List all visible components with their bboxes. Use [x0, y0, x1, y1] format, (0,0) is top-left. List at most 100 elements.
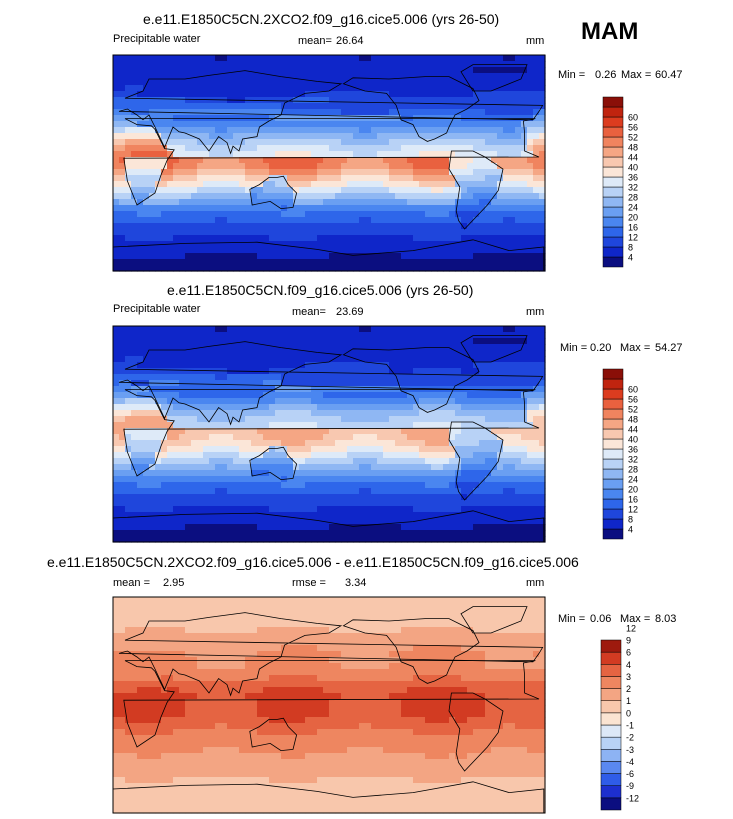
field-cell: [365, 368, 372, 375]
field-cell: [467, 223, 474, 230]
field-cell: [533, 229, 540, 236]
field-cell: [335, 163, 342, 170]
field-cell: [233, 187, 240, 194]
field-cell: [383, 121, 390, 128]
field-cell: [143, 434, 150, 441]
field-cell: [263, 163, 270, 170]
field-cell: [287, 398, 294, 405]
field-cell: [119, 115, 126, 122]
field-cell: [185, 247, 192, 254]
field-cell: [401, 368, 408, 375]
field-cell: [389, 476, 396, 483]
field-cell: [533, 241, 540, 248]
field-cell: [371, 344, 378, 351]
field-cell: [299, 199, 306, 206]
field-cell: [119, 476, 126, 483]
field-cell: [215, 440, 222, 447]
field-cell: [335, 235, 342, 242]
field-cell: [137, 151, 144, 158]
field-cell: [413, 476, 420, 483]
field-cell: [197, 91, 204, 98]
field-cell: [329, 446, 336, 453]
field-cell: [305, 332, 312, 339]
field-cell: [503, 91, 510, 98]
field-cell: [197, 434, 204, 441]
field-cell: [491, 109, 498, 116]
field-cell: [389, 241, 396, 248]
field-cell: [293, 416, 300, 423]
field-cell: [161, 211, 168, 218]
field-cell: [167, 157, 174, 164]
field-cell: [137, 422, 144, 429]
field-cell: [515, 247, 522, 254]
field-cell: [515, 127, 522, 134]
field-cell: [473, 265, 480, 272]
field-cell: [383, 157, 390, 164]
field-cell: [281, 392, 288, 399]
field-cell: [335, 398, 342, 405]
field-cell: [449, 398, 456, 405]
field-cell: [527, 434, 534, 441]
field-cell: [119, 103, 126, 110]
field-cell: [479, 265, 486, 272]
field-cell: [485, 157, 492, 164]
field-cell: [425, 368, 432, 375]
field-cell: [323, 374, 330, 381]
field-cell: [137, 199, 144, 206]
field-cell: [137, 506, 144, 513]
field-cell: [533, 121, 540, 128]
field-cell: [203, 350, 210, 357]
field-cell: [293, 482, 300, 489]
field-cell: [173, 217, 180, 224]
field-cell: [509, 187, 516, 194]
field-cell: [227, 235, 234, 242]
field-cell: [497, 326, 504, 333]
field-cell: [497, 374, 504, 381]
field-cell: [353, 61, 360, 68]
field-cell: [287, 181, 294, 188]
field-cell: [311, 229, 318, 236]
field-cell: [275, 265, 282, 272]
field-cell: [431, 452, 438, 459]
field-cell: [239, 61, 246, 68]
field-cell: [383, 79, 390, 86]
field-cell: [143, 61, 150, 68]
field-cell: [311, 488, 318, 495]
field-cell: [539, 115, 546, 122]
field-cell: [275, 121, 282, 128]
field-cell: [131, 506, 138, 513]
field-cell: [335, 470, 342, 477]
field-cell: [509, 512, 516, 519]
field-cell: [425, 133, 432, 140]
field-cell: [113, 253, 120, 260]
field-cell: [137, 79, 144, 86]
field-cell: [527, 428, 534, 435]
field-cell: [113, 127, 120, 134]
field-cell: [455, 446, 462, 453]
field-cell: [515, 392, 522, 399]
field-cell: [353, 416, 360, 423]
field-cell: [335, 416, 342, 423]
field-cell: [131, 133, 138, 140]
field-cell: [371, 133, 378, 140]
field-cell: [221, 247, 228, 254]
field-cell: [173, 67, 180, 74]
field-cell: [287, 458, 294, 465]
field-cell: [419, 452, 426, 459]
field-cell: [335, 422, 342, 429]
field-cell: [413, 338, 420, 345]
field-cell: [221, 79, 228, 86]
field-cell: [521, 458, 528, 465]
field-cell: [443, 187, 450, 194]
field-cell: [305, 398, 312, 405]
field-cell: [407, 67, 414, 74]
field-cell: [449, 157, 456, 164]
field-cell: [341, 476, 348, 483]
field-cell: [497, 512, 504, 519]
field-cell: [395, 392, 402, 399]
field-cell: [431, 476, 438, 483]
field-cell: [335, 133, 342, 140]
field-cell: [311, 482, 318, 489]
field-cell: [305, 217, 312, 224]
field-cell: [473, 247, 480, 254]
